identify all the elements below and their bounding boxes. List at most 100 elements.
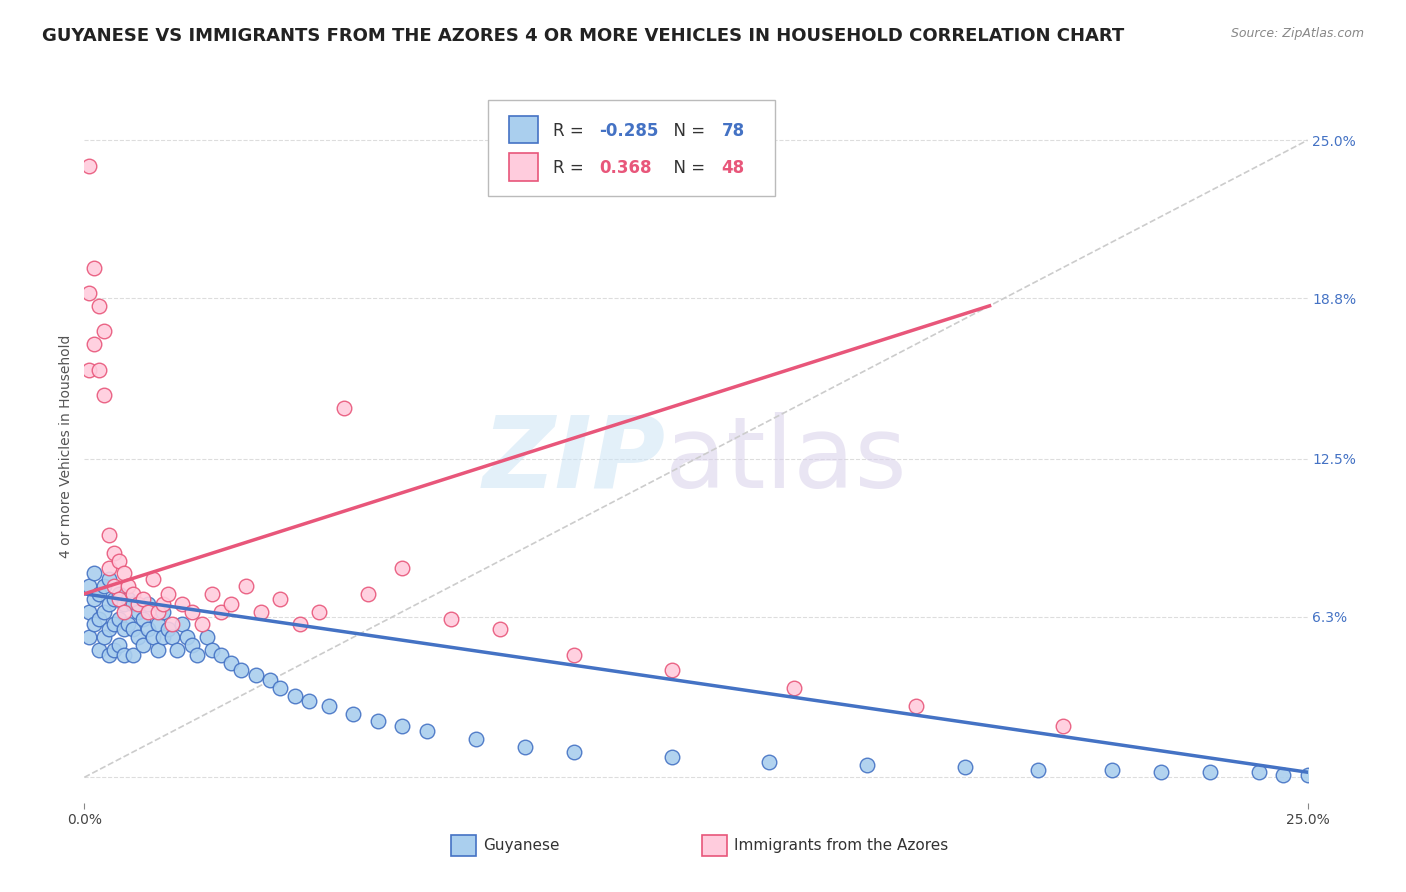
Point — [83, 260, 105, 275]
Point — [1296, 768, 1319, 782]
Point — [117, 579, 139, 593]
Point — [298, 694, 321, 708]
Point — [1272, 768, 1295, 782]
Point — [391, 719, 413, 733]
Point — [1028, 763, 1050, 777]
Point — [77, 362, 100, 376]
Point — [152, 630, 174, 644]
Point — [132, 638, 155, 652]
Point — [136, 597, 159, 611]
Point — [117, 617, 139, 632]
Point — [83, 566, 105, 581]
Point — [440, 612, 463, 626]
Point — [905, 698, 928, 713]
Point — [284, 689, 307, 703]
Point — [93, 388, 115, 402]
Point — [152, 597, 174, 611]
Point — [156, 587, 179, 601]
Point — [112, 605, 135, 619]
Text: -0.285: -0.285 — [599, 121, 658, 139]
Point — [83, 617, 105, 632]
Point — [1150, 765, 1173, 780]
Point — [200, 643, 222, 657]
Point — [1101, 763, 1123, 777]
Y-axis label: 4 or more Vehicles in Household: 4 or more Vehicles in Household — [59, 334, 73, 558]
Point — [661, 750, 683, 764]
Point — [146, 605, 169, 619]
Point — [97, 623, 120, 637]
FancyBboxPatch shape — [509, 153, 538, 180]
Text: N =: N = — [664, 160, 710, 178]
Point — [953, 760, 976, 774]
Point — [342, 706, 364, 721]
Text: 78: 78 — [721, 121, 745, 139]
Text: Immigrants from the Azores: Immigrants from the Azores — [734, 838, 948, 853]
Point — [357, 587, 380, 601]
Point — [112, 566, 135, 581]
Point — [186, 648, 208, 662]
FancyBboxPatch shape — [451, 835, 475, 856]
Point — [107, 638, 129, 652]
Point — [235, 579, 257, 593]
Point — [112, 648, 135, 662]
Point — [513, 739, 536, 754]
Text: N =: N = — [664, 121, 710, 139]
Point — [219, 656, 242, 670]
Point — [87, 587, 110, 601]
Point — [181, 605, 204, 619]
Point — [87, 643, 110, 657]
Text: GUYANESE VS IMMIGRANTS FROM THE AZORES 4 OR MORE VEHICLES IN HOUSEHOLD CORRELATI: GUYANESE VS IMMIGRANTS FROM THE AZORES 4… — [42, 27, 1125, 45]
Text: Source: ZipAtlas.com: Source: ZipAtlas.com — [1230, 27, 1364, 40]
Point — [1198, 765, 1220, 780]
Point — [249, 605, 271, 619]
Point — [200, 587, 222, 601]
Point — [97, 528, 120, 542]
Point — [107, 587, 129, 601]
Point — [209, 605, 232, 619]
Point — [103, 617, 125, 632]
Point — [132, 612, 155, 626]
Point — [176, 630, 198, 644]
FancyBboxPatch shape — [509, 116, 538, 143]
Point — [103, 546, 125, 560]
Point — [783, 681, 806, 695]
Point — [122, 597, 145, 611]
Point — [219, 597, 242, 611]
Point — [127, 605, 149, 619]
Point — [77, 630, 100, 644]
Point — [77, 579, 100, 593]
Point — [245, 668, 267, 682]
Point — [93, 605, 115, 619]
Point — [464, 732, 486, 747]
Point — [562, 648, 585, 662]
Point — [87, 612, 110, 626]
Point — [172, 597, 194, 611]
Point — [229, 663, 252, 677]
Point — [107, 612, 129, 626]
Point — [856, 757, 879, 772]
Text: atlas: atlas — [665, 412, 907, 508]
Text: Guyanese: Guyanese — [484, 838, 560, 853]
Point — [367, 714, 389, 729]
Point — [156, 623, 179, 637]
Point — [112, 623, 135, 637]
Text: ZIP: ZIP — [482, 412, 665, 508]
Point — [136, 623, 159, 637]
Point — [181, 638, 204, 652]
Point — [103, 591, 125, 606]
Point — [259, 673, 281, 688]
Point — [172, 617, 194, 632]
Point — [77, 605, 100, 619]
Point — [103, 579, 125, 593]
Point — [83, 591, 105, 606]
Point — [122, 587, 145, 601]
Point — [127, 597, 149, 611]
Point — [122, 648, 145, 662]
Point — [127, 630, 149, 644]
Point — [661, 663, 683, 677]
Point — [77, 159, 100, 173]
Point — [142, 630, 165, 644]
Point — [332, 401, 354, 415]
Point — [93, 324, 115, 338]
Point — [562, 745, 585, 759]
